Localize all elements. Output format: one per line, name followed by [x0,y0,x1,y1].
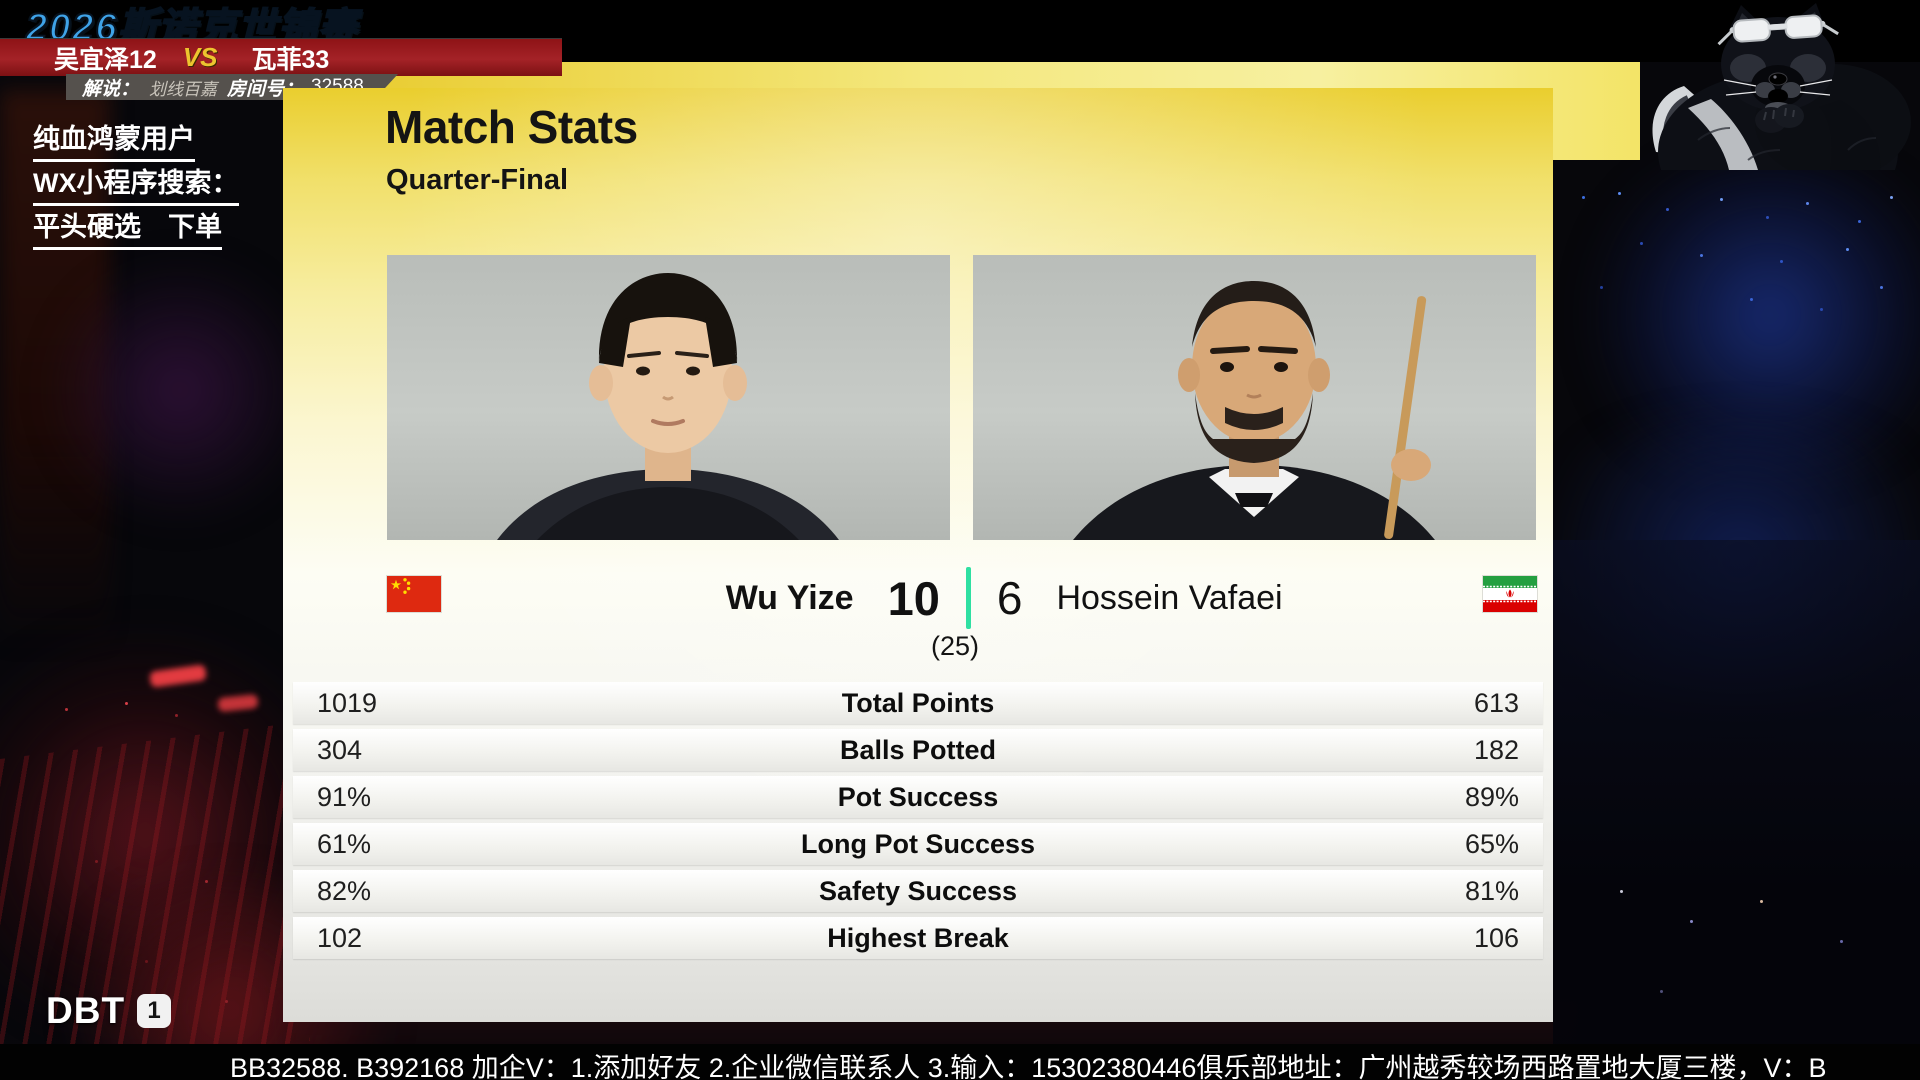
channel-number-badge: 1 [137,994,172,1028]
score-right: 6 [996,572,1023,624]
versus-right-player: 瓦菲33 [251,45,330,74]
commentator-name: 划线百嘉 [149,79,218,99]
stat-row: 1019 Total Points 613 [293,682,1543,724]
side-ad-line: 纯血鸿蒙用户 [33,120,195,162]
score-left: 10 [887,571,940,625]
stat-left-value: 91% [317,781,372,812]
stat-left-value: 82% [317,875,372,906]
stat-row: 304 Balls Potted 182 [293,729,1543,771]
match-stats-panel: Match Stats Quarter-Final [283,88,1553,1022]
bottom-ticker: BB32588. B392168 加企V：1.添加好友 2.企业微信联系人 3.… [0,1044,1920,1080]
stat-right-value: 106 [1473,922,1519,953]
side-ad-line: WX小程序搜索： [33,164,239,206]
arena-crowd [1553,540,1920,1045]
player-photo-wu-yize [387,255,950,540]
score-divider [965,567,971,629]
channel-name: DBT [46,990,126,1031]
china-flag [387,576,441,612]
arena-lights [1570,190,1573,193]
stat-label: Total Points [841,687,995,718]
stat-label: Safety Success [818,875,1018,906]
stat-label: Pot Success [837,781,999,812]
stat-label: Highest Break [827,922,1009,953]
stat-left-value: 102 [317,922,363,953]
stat-label: Long Pot Success [800,828,1036,859]
ticker-text: BB32588. B392168 加企V：1.添加好友 2.企业微信联系人 3.… [230,1053,1827,1080]
stat-left-value: 1019 [317,687,378,718]
versus-bar: 吴宜泽12 VS 瓦菲33 [0,38,562,76]
arena-purple-glow [50,250,310,530]
versus-vs-label: VS [182,42,218,72]
raccoon-mascot-image [1652,3,1911,170]
panel-title: Match Stats [385,101,638,153]
stat-right-value: 89% [1464,781,1519,812]
stat-right-value: 182 [1473,734,1519,765]
player-name-left: Wu Yize [725,578,854,617]
commentary-label: 解说： [82,78,140,100]
arena-lights [55,700,58,703]
versus-left-player: 吴宜泽12 [54,45,157,74]
stat-row: 61% Long Pot Success 65% [293,823,1543,865]
wu-yize-portrait [497,273,839,540]
arena-lights [1600,880,1603,883]
stat-left-value: 304 [317,734,363,765]
stat-row: 82% Safety Success 81% [293,870,1543,912]
player-photo-hossein-vafaei [973,255,1536,540]
stat-right-value: 81% [1464,875,1519,906]
side-ad: 纯血鸿蒙用户 WX小程序搜索： 平头硬选 下单 [33,120,239,252]
stat-left-value: 61% [317,828,372,859]
iran-flag [1483,576,1537,612]
stats-list: 1019 Total Points 613 304 Balls Potted 1… [293,682,1543,964]
player-name-right: Hossein Vafaei [1056,578,1283,617]
stat-row: 102 Highest Break 106 [293,917,1543,959]
frames-total: (25) [930,631,979,661]
side-ad-line: 平头硬选 下单 [33,208,222,250]
stat-right-value: 613 [1473,687,1519,718]
stat-right-value: 65% [1464,828,1519,859]
stat-row: 91% Pot Success 89% [293,776,1543,818]
channel-bug: DBT 1 [46,990,172,1032]
commentary-bar: 解说： 划线百嘉 房间号： 32588 [66,74,398,100]
score-strip: Wu Yize 10 6 Hossein Vafaei [455,566,1455,630]
panel-subtitle: Quarter-Final [386,164,569,196]
hossein-vafaei-portrait [1073,281,1435,540]
stat-label: Balls Potted [839,734,997,765]
